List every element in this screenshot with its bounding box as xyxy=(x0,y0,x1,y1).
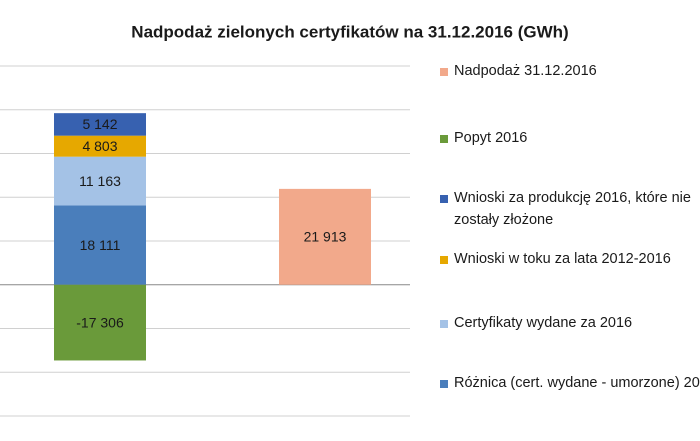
legend-label: Certyfikaty wydane za 2016 xyxy=(454,315,633,331)
data-label: -17 306 xyxy=(76,314,124,330)
data-label: 21 913 xyxy=(304,229,347,245)
legend-label: Wnioski za produkcję 2016, które nie zos… xyxy=(454,190,691,228)
legend-swatch xyxy=(440,135,448,143)
legend-label: Wnioski w toku za lata 2012-2016 xyxy=(454,251,671,267)
bar-segment xyxy=(54,205,146,285)
chart-title: Nadpodaż zielonych certyfikatów na 31.12… xyxy=(131,22,568,41)
data-label: 5 142 xyxy=(82,116,117,132)
bar-segment xyxy=(54,113,146,136)
legend-swatch xyxy=(440,256,448,264)
bar-segment xyxy=(54,284,146,361)
legend-swatch xyxy=(440,68,448,76)
data-label: 4 803 xyxy=(82,138,117,154)
bar-segment xyxy=(279,188,371,285)
data-label: 11 163 xyxy=(79,173,121,189)
legend-entry: Wnioski za produkcję 2016, które nie zos… xyxy=(440,187,700,231)
bar-segment xyxy=(54,135,146,157)
legend-entry: Certyfikaty wydane za 2016 xyxy=(440,312,700,334)
bar-segment xyxy=(54,156,146,206)
legend-label: Nadpodaż 31.12.2016 xyxy=(454,63,597,79)
data-label: 18 111 xyxy=(80,237,121,253)
legend-swatch xyxy=(440,320,448,328)
legend-swatch xyxy=(440,380,448,388)
legend-swatch xyxy=(440,195,448,203)
legend-entry: Nadpodaż 31.12.2016 xyxy=(440,60,700,82)
legend-entry: Różnica (cert. wydane - umorzone) 2015 xyxy=(440,372,700,394)
legend-entry: Wnioski w toku za lata 2012-2016 xyxy=(440,248,700,270)
legend-label: Popyt 2016 xyxy=(454,130,528,146)
legend-label: Różnica (cert. wydane - umorzone) 2015 xyxy=(454,375,700,391)
legend-entry: Popyt 2016 xyxy=(440,127,700,149)
